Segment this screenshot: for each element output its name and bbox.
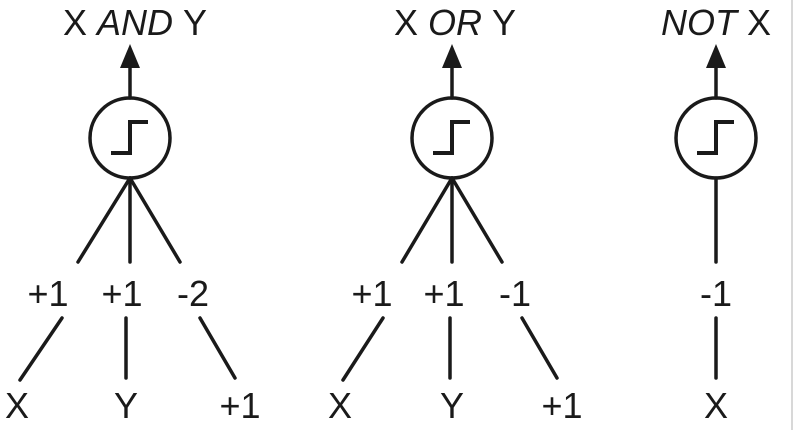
gate-or-input-label-1: X: [328, 385, 352, 426]
gate-not-title-op: NOT: [661, 2, 740, 43]
gate-or: X OR Y +1 +1 -1 X Y +1: [328, 2, 583, 426]
gate-or-weight-label-3: -1: [499, 273, 531, 314]
gate-and-weight-label-3: -2: [177, 273, 209, 314]
gate-not-step-function-icon: [697, 120, 734, 155]
gate-or-output-arrowhead: [442, 44, 462, 68]
gate-and-weight-label-2: +1: [101, 273, 142, 314]
gate-not: NOT X -1 X: [661, 2, 771, 426]
gate-or-title-x: X: [394, 2, 418, 43]
gate-and-step-function-icon: [111, 120, 148, 155]
gate-and-input-line-3: [198, 316, 237, 380]
gate-or-title-y: Y: [492, 2, 516, 43]
gate-or-input-line-3: [520, 316, 559, 380]
gate-and-input-label-2: Y: [114, 385, 138, 426]
gate-or-weight-line-3: [450, 176, 504, 264]
gate-and-weight-line-1: [76, 176, 132, 264]
gate-or-weight-label-1: +1: [351, 273, 392, 314]
gate-and-input-line-1: [18, 316, 64, 382]
gate-not-output-arrowhead: [706, 44, 726, 68]
gate-and-weight-line-3: [128, 176, 182, 264]
gate-not-input-label-1: X: [704, 385, 728, 426]
gate-or-input-label-2: Y: [440, 385, 464, 426]
gate-and-input-label-3: +1: [219, 385, 260, 426]
gate-and-output-arrowhead: [120, 44, 140, 68]
gate-or-step-function-icon: [433, 120, 470, 155]
gate-and-weight-label-1: +1: [27, 273, 68, 314]
gate-or-weight-label-2: +1: [423, 273, 464, 314]
gate-or-title: X OR Y: [394, 2, 516, 43]
gate-and-title-y: Y: [183, 2, 207, 43]
gate-and-title: X AND Y: [63, 2, 207, 43]
gate-and-title-op: AND: [95, 2, 173, 43]
gate-and-input-label-1: X: [5, 385, 29, 426]
gate-not-weight-label-1: -1: [700, 273, 732, 314]
gate-or-title-op: OR: [428, 2, 482, 43]
gate-or-weight-line-1: [400, 176, 454, 264]
gate-and: X AND Y +1 +1 -2 X Y +1: [5, 2, 261, 426]
gate-and-title-x: X: [63, 2, 87, 43]
gate-not-title-x: X: [747, 2, 771, 43]
gate-or-input-line-1: [341, 316, 385, 382]
gate-or-input-label-3: +1: [541, 385, 582, 426]
gate-not-title: NOT X: [661, 2, 771, 43]
